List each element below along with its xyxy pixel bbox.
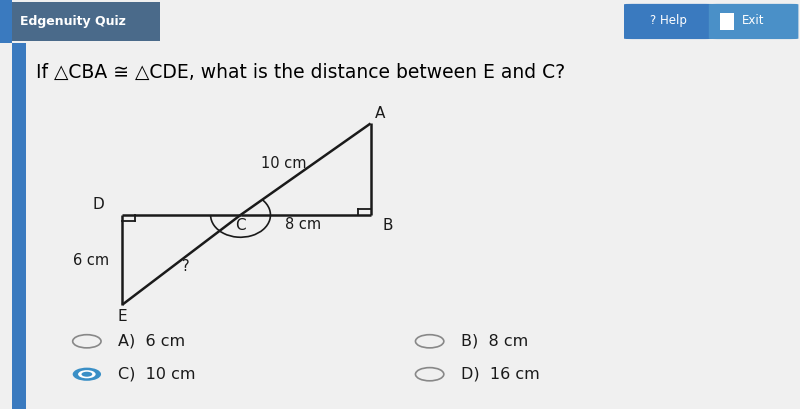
Text: Edgenuity Quiz: Edgenuity Quiz — [20, 15, 126, 28]
Text: ?: ? — [182, 259, 189, 274]
Text: C)  10 cm: C) 10 cm — [118, 367, 196, 382]
Text: Exit: Exit — [742, 14, 765, 27]
Text: B: B — [382, 218, 393, 233]
Text: A: A — [375, 106, 385, 121]
Circle shape — [82, 372, 92, 377]
Text: 10 cm: 10 cm — [261, 155, 306, 171]
Text: ? Help: ? Help — [650, 14, 687, 27]
Bar — [720, 13, 734, 30]
Text: C: C — [235, 218, 246, 234]
Text: 8 cm: 8 cm — [286, 217, 322, 232]
FancyBboxPatch shape — [709, 4, 798, 39]
Bar — [0, 0, 12, 43]
Text: 6 cm: 6 cm — [73, 252, 109, 267]
Text: B)  8 cm: B) 8 cm — [461, 334, 529, 349]
Text: D)  16 cm: D) 16 cm — [461, 367, 540, 382]
Text: E: E — [118, 309, 127, 324]
Circle shape — [73, 368, 101, 381]
Text: A)  6 cm: A) 6 cm — [118, 334, 186, 349]
FancyBboxPatch shape — [12, 2, 160, 41]
Bar — [12, 43, 26, 409]
Text: D: D — [93, 197, 105, 212]
Circle shape — [78, 370, 96, 378]
Text: If △CBA ≅ △CDE, what is the distance between E and C?: If △CBA ≅ △CDE, what is the distance bet… — [36, 63, 565, 82]
FancyBboxPatch shape — [624, 4, 714, 39]
